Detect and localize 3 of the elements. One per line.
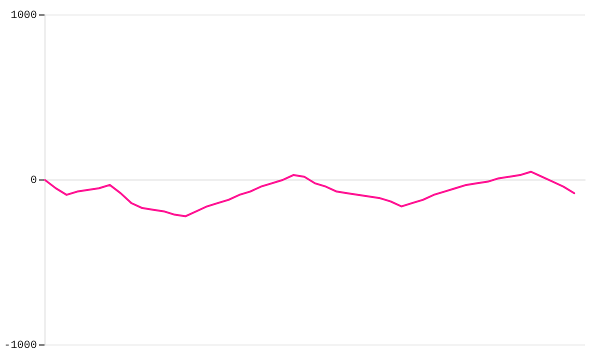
y-tick-label: -1000 <box>4 340 37 352</box>
y-tick-label: 0 <box>30 174 37 187</box>
y-tick-label: 1000 <box>10 10 37 22</box>
